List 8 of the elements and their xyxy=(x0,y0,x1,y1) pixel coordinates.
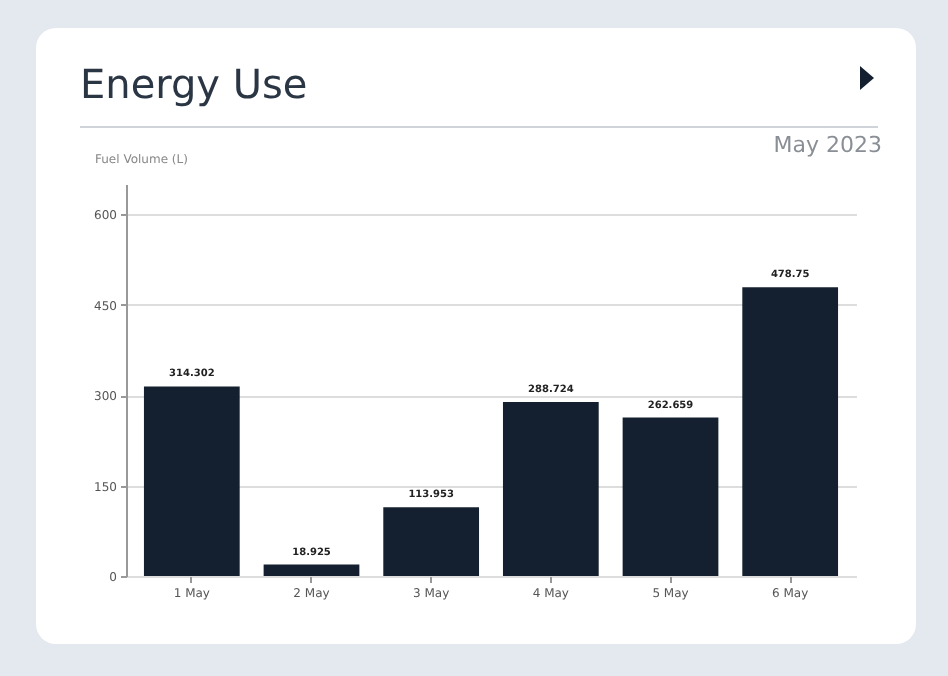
bar xyxy=(622,417,719,576)
bar xyxy=(143,386,240,576)
bar xyxy=(502,401,599,576)
chart-subtitle: May 2023 xyxy=(773,132,882,158)
bar xyxy=(263,564,360,576)
chart-title: Energy Use xyxy=(80,60,308,108)
bar xyxy=(742,287,839,576)
bar xyxy=(383,507,480,576)
